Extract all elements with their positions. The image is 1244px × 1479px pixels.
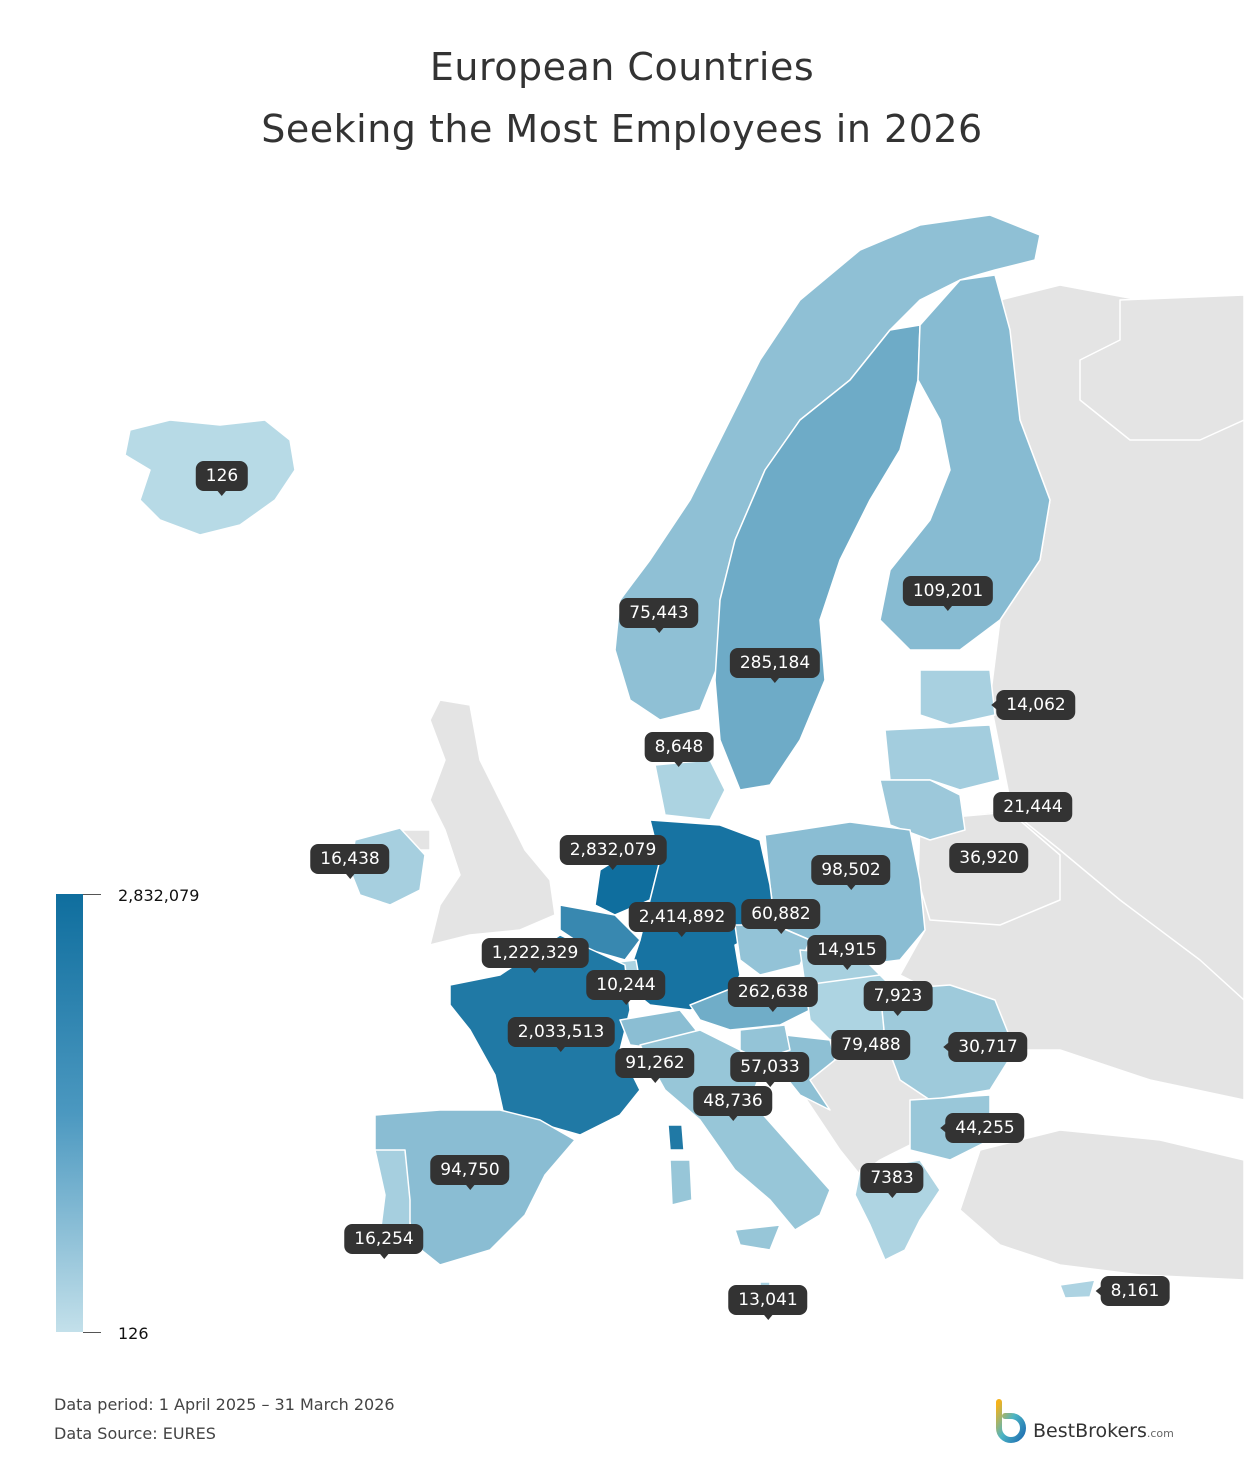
callout-slovenia: 57,033 <box>730 1052 810 1087</box>
region-uk-no-data <box>429 699 556 946</box>
callout-poland: 98,502 <box>811 855 891 890</box>
callout-spain: 94,750 <box>430 1155 510 1190</box>
brand-logo: BestBrokers.com <box>993 1398 1203 1448</box>
region-lithuania <box>879 779 966 841</box>
data-period: Data period: 1 April 2025 – 31 March 202… <box>54 1395 395 1414</box>
callout-greece: 7383 <box>860 1163 924 1198</box>
brand-name-text: BestBrokers <box>1033 1420 1147 1442</box>
legend-color-scale <box>56 894 83 1332</box>
legend-min-label: 126 <box>118 1324 149 1343</box>
callout-slovakia: 14,915 <box>807 935 887 970</box>
callout-iceland: 126 <box>195 461 249 496</box>
callout-italy: 48,736 <box>693 1086 773 1121</box>
region-estonia <box>919 669 996 726</box>
callout-sweden: 285,184 <box>729 648 821 683</box>
region-corsica <box>667 1124 685 1151</box>
title-line-2: Seeking the Most Employees in 2026 <box>261 107 983 151</box>
brand-suffix: .com <box>1146 1427 1174 1440</box>
legend-min-tick <box>83 1332 101 1333</box>
callout-belgium: 1,222,329 <box>481 938 589 973</box>
map-title: European Countries Seeking the Most Empl… <box>0 36 1244 160</box>
callout-norway: 75,443 <box>619 598 699 633</box>
region-denmark <box>654 759 726 821</box>
callout-portugal: 16,254 <box>344 1224 424 1259</box>
callout-latvia: 21,444 <box>993 792 1073 822</box>
callout-germany: 2,414,892 <box>628 902 736 937</box>
callout-luxembourg: 10,244 <box>586 970 666 1005</box>
callout-netherlands: 2,832,079 <box>559 835 667 870</box>
title-line-1: European Countries <box>429 45 815 89</box>
region-cyprus <box>1059 1279 1096 1299</box>
region-turkey-no-data <box>959 1129 1244 1281</box>
callout-denmark: 8,648 <box>644 732 714 767</box>
callout-hungary: 7,923 <box>863 981 933 1016</box>
callout-cyprus: 8,161 <box>1095 1276 1170 1306</box>
callout-croatia: 79,488 <box>831 1030 911 1060</box>
callout-estonia: 14,062 <box>991 690 1076 720</box>
callout-romania: 30,717 <box>943 1032 1028 1062</box>
callout-malta: 13,041 <box>728 1285 808 1320</box>
legend-max-label: 2,832,079 <box>118 886 200 905</box>
region-belgium <box>559 904 641 961</box>
callout-austria: 262,638 <box>727 977 819 1012</box>
callout-finland: 109,201 <box>902 576 994 611</box>
callout-france: 2,033,513 <box>507 1017 615 1052</box>
region-russia-north-no-data <box>1079 294 1244 441</box>
brand-name: BestBrokers.com <box>1033 1420 1174 1442</box>
bestbrokers-b-logo-icon <box>996 1399 1026 1443</box>
region-sicily <box>734 1224 781 1251</box>
callout-lithuania: 36,920 <box>949 843 1029 873</box>
callout-switzerland: 91,262 <box>615 1048 695 1083</box>
legend-max-tick <box>83 894 101 895</box>
callout-ireland: 16,438 <box>310 844 390 879</box>
data-source: Data Source: EURES <box>54 1424 216 1443</box>
callout-czechia: 60,882 <box>741 899 821 934</box>
callout-bulgaria: 44,255 <box>940 1113 1025 1143</box>
region-sardinia <box>669 1159 693 1206</box>
region-finland <box>879 274 1051 651</box>
